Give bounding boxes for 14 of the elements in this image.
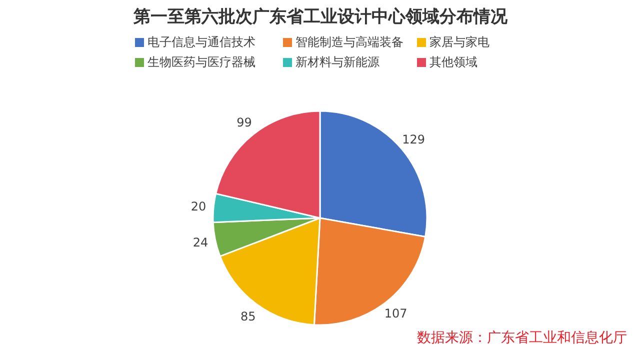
legend-label: 家居与家电 — [430, 34, 490, 51]
legend-label: 电子信息与通信技术 — [148, 34, 256, 51]
legend-label: 智能制造与高端装备 — [296, 34, 404, 51]
chart-title: 第一至第六批次广东省工业设计中心领域分布情况 — [132, 6, 508, 29]
data-label: 129 — [402, 132, 425, 147]
data-label: 85 — [240, 310, 256, 324]
data-label: 107 — [384, 306, 408, 321]
legend-label: 新材料与新能源 — [296, 54, 380, 71]
legend-label: 其他领域 — [430, 54, 478, 71]
data-label: 20 — [190, 199, 206, 214]
source-note: 数据来源：广东省工业和信息化厅 — [417, 329, 627, 347]
legend-label: 生物医药与医疗器械 — [148, 54, 256, 71]
data-label: 99 — [236, 115, 252, 130]
data-label: 24 — [192, 236, 208, 250]
